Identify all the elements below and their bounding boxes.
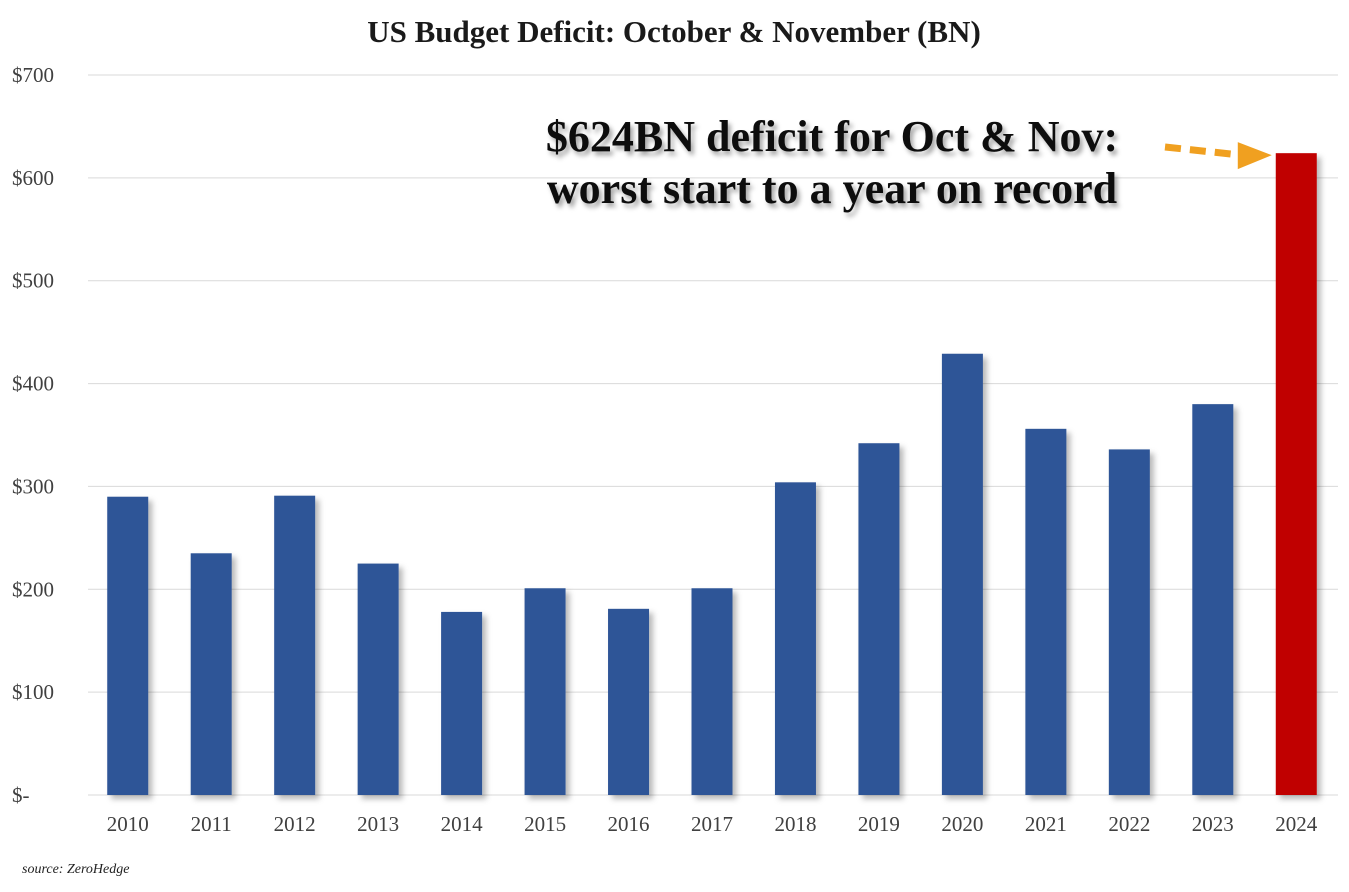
bar-2019 bbox=[858, 443, 900, 795]
annotation-line-1: $624BN deficit for Oct & Nov: bbox=[546, 112, 1118, 161]
bars bbox=[107, 153, 1317, 795]
x-tick-label: 2015 bbox=[524, 812, 566, 836]
x-tick-label: 2014 bbox=[441, 812, 484, 836]
bar-2010 bbox=[107, 496, 149, 795]
x-tick-label: 2017 bbox=[691, 812, 733, 836]
source-note: source: ZeroHedge bbox=[22, 862, 129, 877]
arrow-shaft bbox=[1164, 143, 1243, 159]
bar-2016 bbox=[608, 608, 650, 795]
x-tick-label: 2023 bbox=[1192, 812, 1234, 836]
x-tick-label: 2013 bbox=[357, 812, 399, 836]
x-tick-label: 2022 bbox=[1108, 812, 1150, 836]
y-tick-label: $700 bbox=[12, 63, 54, 87]
bar-2017 bbox=[691, 588, 733, 795]
bar-2013 bbox=[357, 563, 399, 795]
y-axis-ticks: $- $100 $200 $300 $400 $500 $600 $700 bbox=[12, 63, 54, 807]
x-tick-label: 2018 bbox=[774, 812, 816, 836]
x-tick-label: 2019 bbox=[858, 812, 900, 836]
annotation-line-2: worst start to a year on record bbox=[547, 164, 1117, 213]
annotation-arrow bbox=[1164, 142, 1272, 170]
x-tick-label: 2010 bbox=[107, 812, 149, 836]
bar-2011 bbox=[190, 553, 232, 795]
y-tick-label: $500 bbox=[12, 269, 54, 293]
x-tick-label: 2021 bbox=[1025, 812, 1067, 836]
bar-2021 bbox=[1025, 428, 1067, 795]
y-tick-label: $600 bbox=[12, 166, 54, 190]
bar-2014 bbox=[441, 611, 483, 795]
y-tick-label: $400 bbox=[12, 372, 54, 396]
arrow-head bbox=[1237, 142, 1272, 170]
y-tick-label: $200 bbox=[12, 577, 54, 601]
x-tick-label: 2024 bbox=[1275, 812, 1318, 836]
x-tick-label: 2011 bbox=[191, 812, 232, 836]
bar-2012 bbox=[274, 495, 316, 795]
y-tick-label: $300 bbox=[12, 474, 54, 498]
y-tick-label: $- bbox=[12, 783, 30, 807]
x-tick-label: 2020 bbox=[941, 812, 983, 836]
bar-2020 bbox=[941, 353, 983, 795]
x-tick-label: 2016 bbox=[608, 812, 650, 836]
bar-2024 bbox=[1275, 153, 1317, 795]
annotation: $624BN deficit for Oct & Nov: worst star… bbox=[546, 112, 1118, 213]
bar-2018 bbox=[774, 482, 816, 795]
x-tick-label: 2012 bbox=[274, 812, 316, 836]
x-axis-ticks: 2010 2011 2012 2013 2014 2015 2016 2017 2018 2019… bbox=[107, 812, 1318, 836]
chart-title: US Budget Deficit: October & November (B… bbox=[367, 14, 981, 49]
bar-2022 bbox=[1108, 449, 1150, 795]
bar-2015 bbox=[524, 588, 566, 795]
y-tick-label: $100 bbox=[12, 680, 54, 704]
bar-2023 bbox=[1192, 404, 1234, 795]
